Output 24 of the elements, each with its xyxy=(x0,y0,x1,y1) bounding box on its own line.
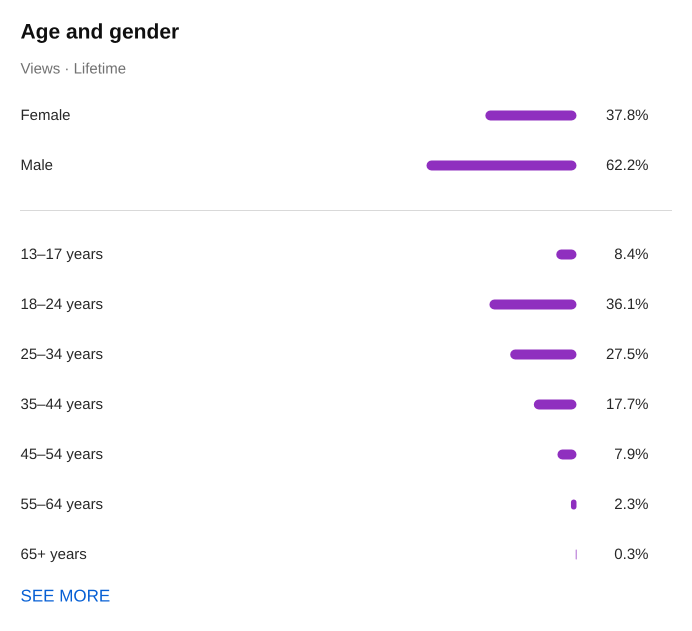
text: Views · Lifetime xyxy=(20,60,126,78)
bar xyxy=(534,400,576,410)
data-label: 17.7% xyxy=(606,396,649,413)
y-tick-label: 65+ years xyxy=(20,546,87,563)
text: SEE MORE xyxy=(20,586,110,606)
data-label: 36.1% xyxy=(606,296,649,313)
data-label: 8.4% xyxy=(614,246,649,263)
bar xyxy=(489,300,576,310)
y-tick-label: 35–44 years xyxy=(20,396,104,413)
data-label: 7.9% xyxy=(614,446,649,463)
data-label: 2.3% xyxy=(614,496,649,513)
data-label: 27.5% xyxy=(606,346,649,363)
y-tick-label: 55–64 years xyxy=(20,496,104,513)
bar xyxy=(510,350,576,360)
y-tick-label: 18–24 years xyxy=(20,296,104,313)
data-label: 62.2% xyxy=(606,157,649,174)
y-tick-label: 25–34 years xyxy=(20,346,104,363)
text: Age and gender xyxy=(20,20,180,44)
data-label: 0.3% xyxy=(614,546,649,563)
y-tick-label: Male xyxy=(20,157,54,174)
y-tick-label: 45–54 years xyxy=(20,446,104,463)
data-label: 37.8% xyxy=(606,107,649,124)
y-tick-label: 13–17 years xyxy=(20,246,104,263)
y-tick-label: Female xyxy=(20,107,71,124)
